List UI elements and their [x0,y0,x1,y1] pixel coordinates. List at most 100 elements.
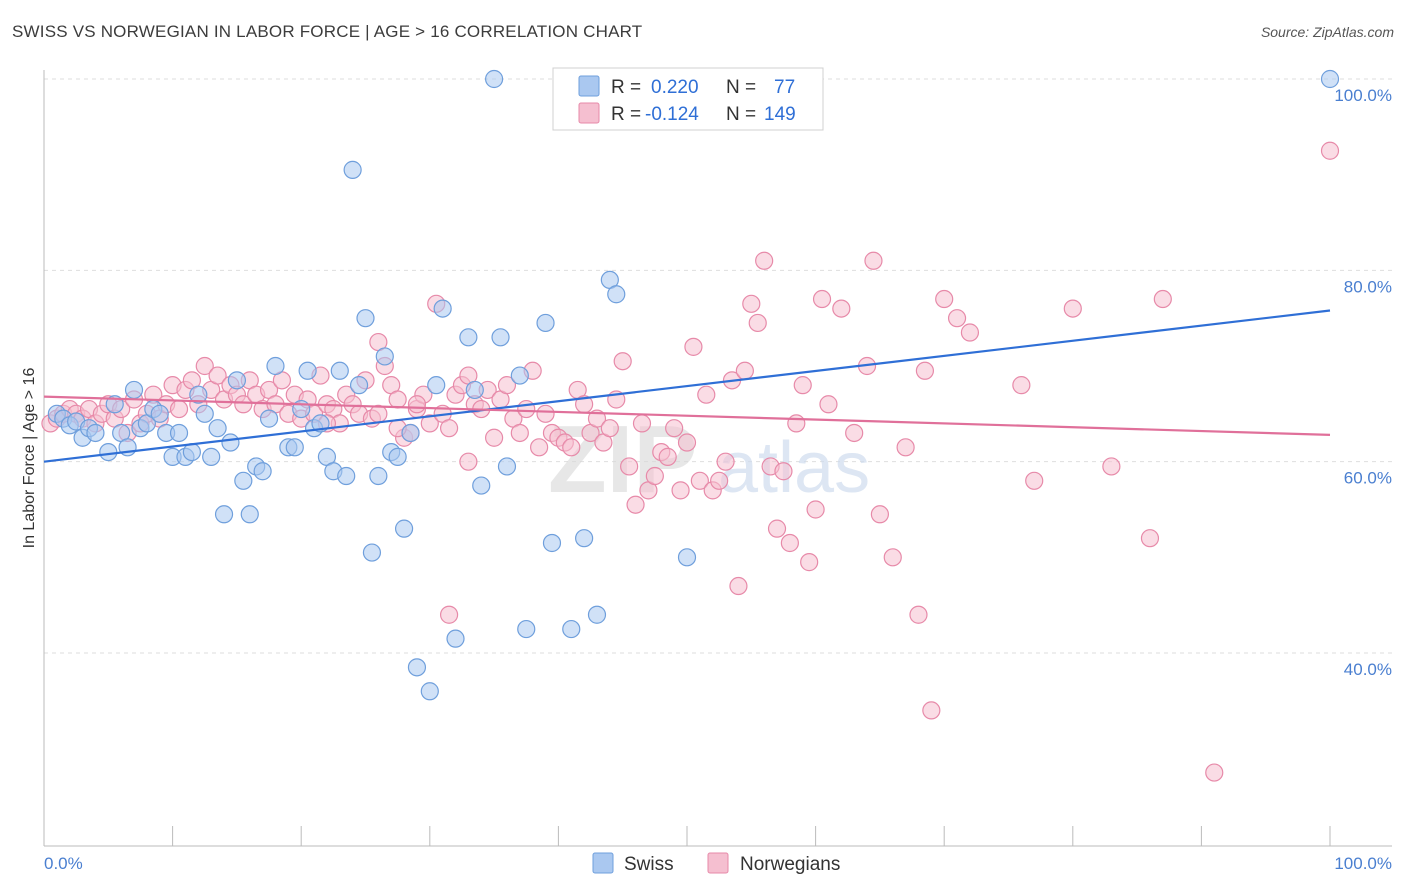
norwegian-point [915,361,935,380]
norwegian-point [800,553,819,572]
swiss-point [227,371,246,390]
norwegian-point [407,395,427,414]
swiss-point [124,380,144,400]
norwegian-point [935,289,954,309]
swiss-point [407,658,427,677]
swiss-point [356,309,375,328]
swiss-point [607,285,626,304]
norwegian-point [832,299,851,318]
swiss-point [234,471,253,490]
swiss-point [394,519,414,538]
swiss-point [446,629,465,648]
swiss-point [169,423,189,443]
norwegian-point [517,399,536,419]
source-label: Source: ZipAtlas.com [1260,24,1394,40]
norwegian-point [485,428,504,447]
norwegian-point [883,548,902,567]
norwegian-point [658,447,677,466]
y-tick-label: 100.0% [1334,86,1392,105]
swiss-point [343,160,362,179]
swiss-point [189,385,208,404]
norwegian-point [960,323,980,342]
norwegian-point [748,313,767,333]
chart-title: SWISS VS NORWEGIAN IN LABOR FORCE | AGE … [12,22,643,41]
swiss-point [86,423,105,443]
norwegian-point [1063,299,1082,318]
norwegian-point [620,457,639,476]
norwegian-point [896,438,915,457]
swiss-point [369,466,388,486]
norwegian-point [234,395,253,414]
swiss-trend-line [43,309,1331,463]
norwegian-point [1102,457,1121,476]
norwegian-point [793,376,812,395]
norwegian-point [665,419,684,438]
norwegian-point [729,576,748,596]
norwegian-point [1153,289,1172,309]
norwegian-point [947,309,967,328]
swiss-point [150,404,169,423]
swiss-point [375,347,394,366]
norwegian-point [870,505,890,524]
watermark-atlas: atlas [718,428,870,508]
swiss-point [240,505,259,524]
norwegian-point [684,337,703,356]
swiss-point [99,443,118,462]
swiss-point [497,457,517,476]
swiss-point [195,404,214,423]
swiss-point [337,466,356,486]
x-tick-label-max: 100.0% [1334,854,1392,873]
swiss-point [677,548,697,567]
legend-swiss-swatch [578,75,600,97]
legend-norwegian-n-label: N = [726,104,756,125]
swiss-point [285,438,304,457]
norwegian-point [459,452,478,471]
legend-swiss-r-label: R = [611,77,641,98]
y-tick-labels: 40.0% 60.0% 80.0% 100.0% [1334,86,1392,679]
norwegian-point [864,251,883,270]
norwegian-point [774,462,793,481]
swiss-point [401,423,420,443]
swiss-point [562,619,581,639]
x-tick-label-min: 0.0% [44,854,83,873]
norwegian-point [536,404,555,423]
norwegian-point [613,352,632,371]
swiss-point [427,376,446,395]
swiss-point [420,682,439,701]
swiss-point [266,356,285,376]
norwegian-point [439,419,459,438]
bottom-legend-swiss-swatch [592,852,614,874]
swiss-point [587,605,607,624]
swiss-point [388,447,407,466]
norwegian-point [587,409,607,428]
norwegian-point [369,404,388,423]
legend-swiss-r-value: 0.220 [651,77,699,98]
swiss-point [259,409,279,428]
norwegian-point [195,356,214,376]
grid-lines [44,78,1392,654]
swiss-point [214,505,234,524]
norwegian-point [845,423,864,443]
swiss-point [510,366,529,385]
swiss-point [208,419,227,438]
legend-norwegian-swatch [578,102,600,124]
swiss-point [105,395,124,414]
swiss-point [1320,69,1340,89]
swiss-point [362,543,382,562]
swiss-point [465,380,484,400]
norwegian-trend-line [43,395,1331,436]
swiss-point [202,447,221,466]
swiss-point [221,433,240,452]
y-axis-title: In Labor Force | Age > 16 [21,368,38,549]
norwegian-point [710,471,729,490]
norwegian-point [208,366,227,385]
norwegian-point [697,385,716,404]
norwegian-point [677,433,697,452]
norwegian-point [1140,529,1160,548]
swiss-point [491,328,510,347]
swiss-point [536,313,555,333]
norwegian-point [169,399,189,419]
norwegian-point [632,414,652,433]
stats-legend: R = 0.220 N = 77 R = -0.124 N = 149 [552,67,824,131]
swiss-points [47,69,1340,701]
